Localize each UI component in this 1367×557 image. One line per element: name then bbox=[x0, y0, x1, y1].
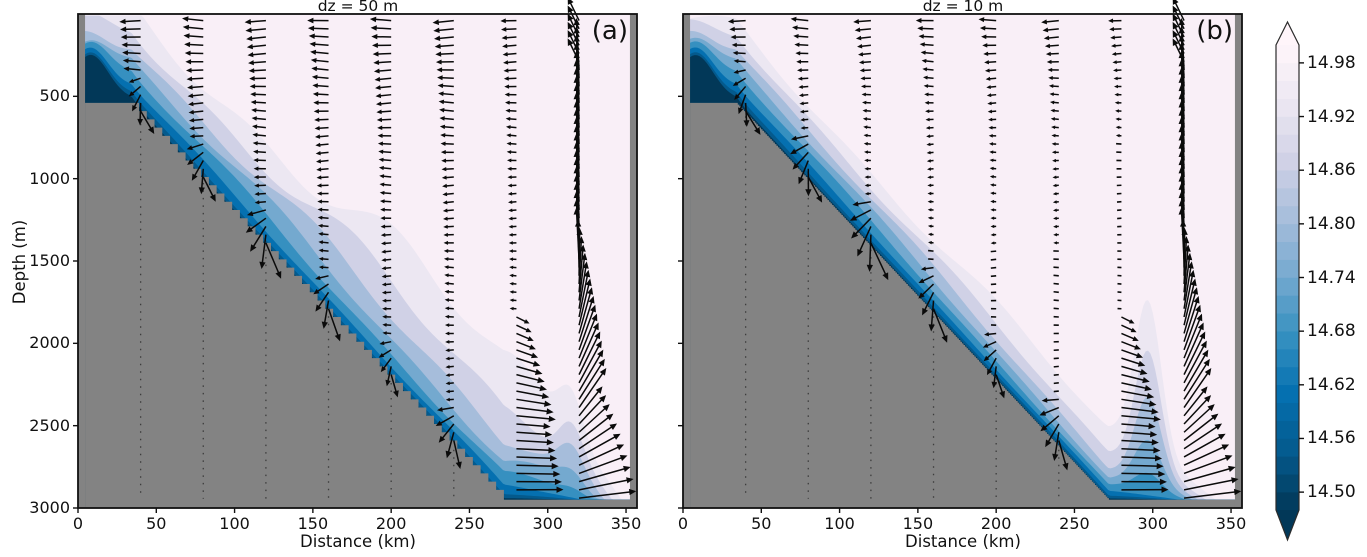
colorbar-gradient bbox=[1276, 22, 1299, 540]
y-tick-label: 2500 bbox=[29, 415, 70, 435]
y-tick-label: 500 bbox=[39, 86, 70, 106]
x-tick-label: 100 bbox=[824, 514, 855, 533]
x-tick-label: 350 bbox=[610, 514, 642, 533]
x-tick-label: 200 bbox=[375, 514, 407, 533]
velocity-arrows bbox=[727, 0, 1242, 499]
x-tick-label: 100 bbox=[219, 514, 250, 533]
colorbar-tick-label: 14.86 bbox=[1307, 160, 1356, 181]
panel-b-title: dz = 10 m bbox=[922, 0, 1004, 15]
colorbar-tick-label: 14.74 bbox=[1307, 267, 1356, 288]
colorbar-tick-label: 14.80 bbox=[1307, 213, 1356, 234]
y-tick-label: 2000 bbox=[29, 333, 70, 353]
x-tick-label: 300 bbox=[1137, 514, 1168, 533]
panel-a-plot bbox=[73, 0, 638, 513]
y-tick-label: 1000 bbox=[29, 168, 70, 188]
colorbar-tick-label: 14.92 bbox=[1307, 106, 1356, 127]
topography bbox=[78, 14, 638, 509]
zero-velocity-dotted-lines bbox=[139, 116, 455, 499]
x-tick-label: 50 bbox=[751, 514, 772, 533]
colorbar-tick-label: 14.50 bbox=[1307, 482, 1356, 503]
panel-a-xaxis-label: Distance (km) bbox=[300, 532, 416, 551]
x-tick-label: 250 bbox=[454, 514, 485, 533]
x-tick-label: 0 bbox=[677, 514, 689, 533]
panel-b-plot bbox=[678, 0, 1243, 513]
zero-velocity-dotted-lines bbox=[744, 116, 1060, 499]
colorbar-tick-label: 14.62 bbox=[1307, 374, 1356, 395]
velocity-arrows bbox=[119, 0, 637, 499]
topography bbox=[683, 14, 1242, 509]
panel-b-letter: (b) bbox=[1196, 16, 1233, 46]
colorbar-ticks bbox=[1299, 62, 1304, 493]
colorbar-tick-label: 14.68 bbox=[1307, 321, 1356, 342]
colorbar-tick-label: 14.56 bbox=[1307, 428, 1356, 449]
y-tick-label: 3000 bbox=[29, 498, 70, 517]
y-tick-label: 1500 bbox=[29, 251, 70, 270]
x-tick-label: 250 bbox=[1059, 514, 1090, 533]
x-tick-label: 200 bbox=[980, 514, 1012, 533]
colorbar bbox=[1275, 20, 1304, 542]
x-tick-label: 300 bbox=[532, 514, 563, 533]
x-tick-label: 350 bbox=[1215, 514, 1247, 533]
panel-a-letter: (a) bbox=[591, 16, 628, 46]
axes-frame bbox=[678, 13, 1243, 513]
panel-b-xaxis-label: Distance (km) bbox=[905, 532, 1021, 551]
axes-frame bbox=[73, 13, 638, 513]
x-tick-label: 150 bbox=[297, 514, 329, 533]
panel-a-title: dz = 50 m bbox=[317, 0, 399, 15]
x-tick-label: 0 bbox=[72, 514, 84, 533]
colorbar-tick-label: 14.98 bbox=[1307, 52, 1356, 73]
x-tick-label: 150 bbox=[902, 514, 934, 533]
x-tick-label: 50 bbox=[146, 514, 167, 533]
colorbar-outline bbox=[1275, 20, 1300, 542]
